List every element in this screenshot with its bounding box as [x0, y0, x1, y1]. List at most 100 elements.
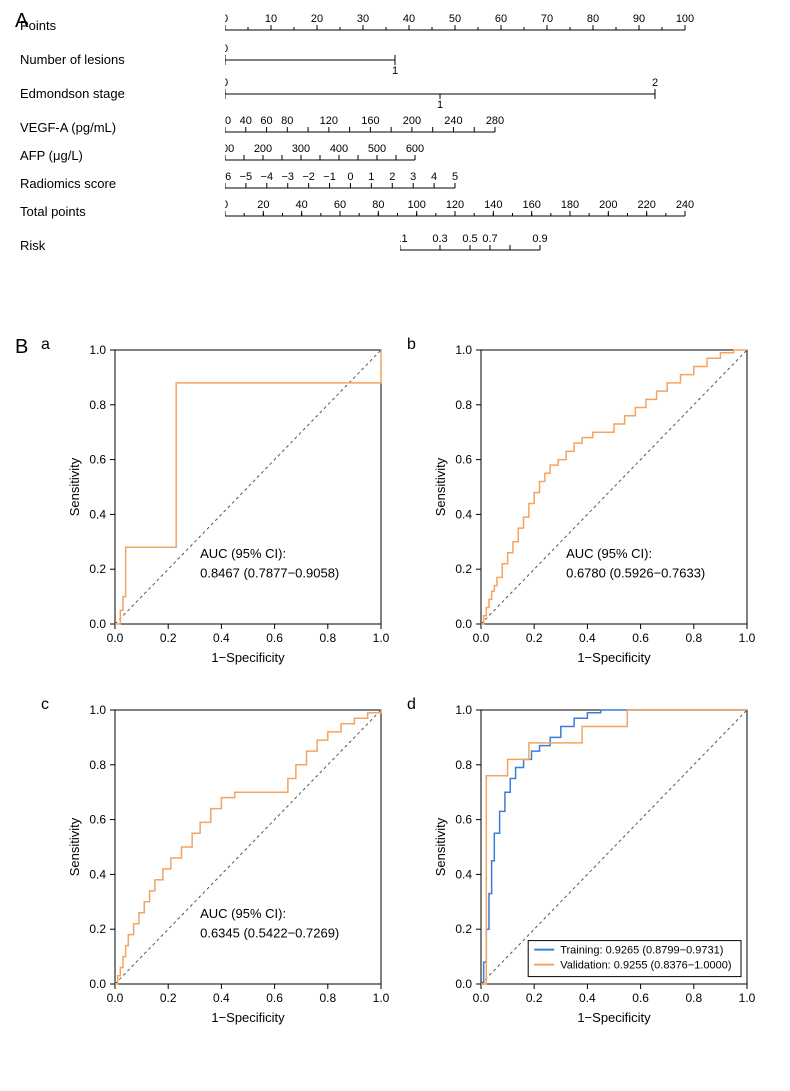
- svg-text:0.6345 (0.5422−0.7269): 0.6345 (0.5422−0.7269): [200, 925, 339, 940]
- svg-text:500: 500: [368, 143, 386, 155]
- nomo-row-totalpoints: Total points0204060801001201401601802002…: [80, 196, 760, 230]
- panel-a: A Points0102030405060708090100Number of …: [15, 10, 775, 330]
- svg-text:0.4: 0.4: [213, 631, 230, 645]
- svg-text:0.6: 0.6: [632, 631, 649, 645]
- roc-chart-b: 0.00.00.20.20.40.40.60.60.80.81.01.01−Sp…: [429, 340, 759, 670]
- svg-text:Sensitivity: Sensitivity: [433, 457, 448, 516]
- nomo-axis-vegfa: 20406080120160200240280: [225, 112, 505, 142]
- svg-text:0: 0: [225, 199, 228, 211]
- panel-b-label: B: [15, 336, 28, 359]
- svg-text:1−Specificity: 1−Specificity: [211, 650, 285, 665]
- svg-text:0: 0: [225, 13, 228, 25]
- svg-text:100: 100: [676, 13, 694, 25]
- svg-text:−6: −6: [225, 171, 231, 183]
- nomo-label-edmondson: Edmondson stage: [20, 86, 200, 101]
- roc-a: a 0.00.00.20.20.40.40.60.60.80.81.01.01−…: [63, 340, 399, 670]
- svg-text:100: 100: [407, 199, 425, 211]
- sub-d: d: [407, 696, 416, 714]
- svg-text:1: 1: [368, 171, 374, 183]
- svg-text:180: 180: [561, 199, 579, 211]
- svg-text:50: 50: [449, 13, 461, 25]
- nomo-label-risk: Risk: [20, 238, 200, 253]
- svg-text:0.3: 0.3: [432, 233, 447, 245]
- svg-text:0: 0: [225, 78, 228, 89]
- svg-text:0.2: 0.2: [526, 631, 543, 645]
- svg-text:1−Specificity: 1−Specificity: [577, 650, 651, 665]
- svg-text:0.8: 0.8: [319, 631, 336, 645]
- svg-text:0.0: 0.0: [107, 631, 124, 645]
- svg-text:0.8: 0.8: [455, 758, 472, 772]
- svg-text:80: 80: [587, 13, 599, 25]
- panel-b: B a 0.00.00.20.20.40.40.60.60.80.81.01.0…: [15, 340, 775, 1030]
- nomo-row-radiomics: Radiomics score−6−5−4−3−2−1012345: [80, 168, 760, 196]
- nomo-axis-radiomics: −6−5−4−3−2−1012345: [225, 168, 465, 198]
- nomo-row-points: Points0102030405060708090100: [80, 10, 760, 44]
- svg-text:0.2: 0.2: [89, 922, 106, 936]
- svg-text:0.4: 0.4: [89, 867, 106, 881]
- nomo-row-risk: Risk0.10.30.50.70.9: [80, 230, 760, 264]
- roc-b: b 0.00.00.20.20.40.40.60.60.80.81.01.01−…: [429, 340, 765, 670]
- svg-text:3: 3: [410, 171, 416, 183]
- roc-grid: a 0.00.00.20.20.40.40.60.60.80.81.01.01−…: [63, 340, 765, 1030]
- svg-text:40: 40: [296, 199, 308, 211]
- svg-text:0.0: 0.0: [473, 631, 490, 645]
- svg-text:−3: −3: [281, 171, 294, 183]
- svg-text:200: 200: [599, 199, 617, 211]
- svg-text:0.2: 0.2: [160, 631, 177, 645]
- svg-text:60: 60: [495, 13, 507, 25]
- svg-text:0.4: 0.4: [455, 867, 472, 881]
- svg-text:Training: 0.9265 (0.8799−0.973: Training: 0.9265 (0.8799−0.9731): [560, 945, 723, 957]
- svg-text:0.2: 0.2: [526, 991, 543, 1005]
- roc-chart-d: 0.00.00.20.20.40.40.60.60.80.81.01.01−Sp…: [429, 700, 759, 1030]
- roc-chart-c: 0.00.00.20.20.40.40.60.60.80.81.01.01−Sp…: [63, 700, 393, 1030]
- auc-label-a: AUC (95% CI):: [200, 546, 286, 561]
- svg-text:0: 0: [225, 44, 228, 55]
- sub-b: b: [407, 336, 416, 354]
- svg-text:240: 240: [676, 199, 694, 211]
- svg-text:0.4: 0.4: [213, 991, 230, 1005]
- svg-text:0.8: 0.8: [455, 398, 472, 412]
- svg-text:Sensitivity: Sensitivity: [67, 817, 82, 876]
- svg-text:1.0: 1.0: [739, 991, 756, 1005]
- svg-text:0.0: 0.0: [89, 977, 106, 991]
- svg-text:Validation: 0.9255 (0.8376−1.0: Validation: 0.9255 (0.8376−1.0000): [560, 960, 731, 972]
- svg-text:1: 1: [392, 65, 398, 74]
- svg-text:0.0: 0.0: [89, 617, 106, 631]
- svg-text:40: 40: [403, 13, 415, 25]
- svg-text:0.8467 (0.7877−0.9058): 0.8467 (0.7877−0.9058): [200, 565, 339, 580]
- svg-text:160: 160: [361, 115, 379, 127]
- svg-text:20: 20: [311, 13, 323, 25]
- svg-text:90: 90: [633, 13, 645, 25]
- svg-text:300: 300: [292, 143, 310, 155]
- svg-text:Sensitivity: Sensitivity: [433, 817, 448, 876]
- svg-text:0.4: 0.4: [579, 991, 596, 1005]
- svg-text:80: 80: [372, 199, 384, 211]
- svg-text:Sensitivity: Sensitivity: [67, 457, 82, 516]
- svg-text:140: 140: [484, 199, 502, 211]
- svg-text:0.6: 0.6: [455, 813, 472, 827]
- nomogram: Points0102030405060708090100Number of le…: [80, 10, 760, 264]
- svg-text:600: 600: [406, 143, 424, 155]
- svg-text:0.5: 0.5: [462, 233, 477, 245]
- svg-text:400: 400: [330, 143, 348, 155]
- svg-text:120: 120: [446, 199, 464, 211]
- svg-text:5: 5: [452, 171, 458, 183]
- nomo-axis-risk: 0.10.30.50.70.9: [400, 230, 550, 260]
- svg-text:0.6: 0.6: [89, 813, 106, 827]
- svg-text:240: 240: [444, 115, 462, 127]
- svg-text:200: 200: [403, 115, 421, 127]
- nomo-row-lesions: Number of lesions01: [80, 44, 760, 78]
- nomo-label-vegfa: VEGF-A (pg/mL): [20, 120, 200, 135]
- svg-text:1.0: 1.0: [373, 631, 390, 645]
- roc-chart-a: 0.00.00.20.20.40.40.60.60.80.81.01.01−Sp…: [63, 340, 393, 670]
- svg-text:−1: −1: [323, 171, 336, 183]
- svg-text:10: 10: [265, 13, 277, 25]
- svg-text:1.0: 1.0: [739, 631, 756, 645]
- svg-text:70: 70: [541, 13, 553, 25]
- nomo-axis-lesions: 01: [225, 44, 405, 74]
- svg-text:0.4: 0.4: [89, 507, 106, 521]
- svg-text:60: 60: [334, 199, 346, 211]
- svg-text:0.6: 0.6: [89, 453, 106, 467]
- svg-text:−4: −4: [261, 171, 274, 183]
- svg-text:80: 80: [281, 115, 293, 127]
